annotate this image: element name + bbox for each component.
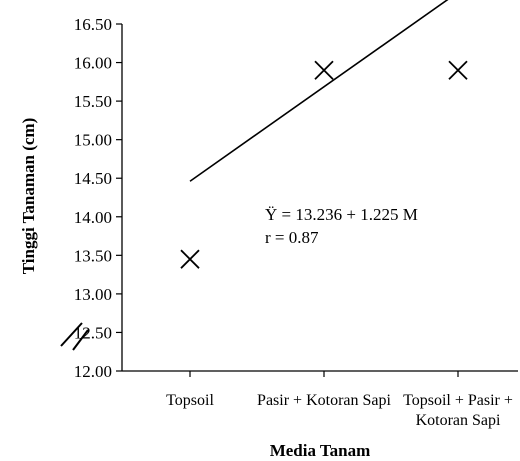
x-tick-label-line: Pasir + Kotoran Sapi (257, 392, 391, 409)
y-tick-label: 16.00 (74, 54, 112, 73)
y-tick-label: 15.50 (74, 92, 112, 111)
y-tick-label: 14.00 (74, 208, 112, 227)
data-point (448, 60, 468, 80)
regression-equation: Ÿ = 13.236 + 1.225 M (265, 205, 418, 224)
y-tick-label: 14.50 (74, 169, 112, 188)
axis-break-symbol (60, 322, 89, 351)
y-tick-label: 15.00 (74, 131, 112, 150)
x-axis-title: Media Tanam (270, 441, 371, 460)
y-axis-title: Tinggi Tanaman (cm) (19, 118, 38, 275)
x-tick-label: Topsoil (166, 392, 214, 409)
correlation-coefficient: r = 0.87 (265, 228, 319, 247)
data-point-stroke (180, 249, 200, 269)
x-tick-label-line: Topsoil + Pasir + (403, 392, 513, 409)
data-point-stroke (314, 60, 334, 80)
y-tick-label: 12.50 (74, 323, 112, 342)
data-point (314, 60, 334, 80)
trendline (189, 0, 449, 182)
x-tick-label-line: Topsoil (166, 392, 214, 409)
x-tick-label: Pasir + Kotoran Sapi (257, 392, 391, 409)
x-tick-label: Topsoil + Pasir + Kotoran Sapi (403, 392, 513, 429)
data-point (180, 249, 200, 269)
y-tick-label: 13.50 (74, 246, 112, 265)
data-point-stroke (448, 60, 468, 80)
y-tick-label: 16.50 (74, 15, 112, 34)
y-tick-label: 13.00 (74, 285, 112, 304)
y-tick-label: 12.00 (74, 362, 112, 381)
x-tick-label-line: Kotoran Sapi (416, 412, 501, 429)
